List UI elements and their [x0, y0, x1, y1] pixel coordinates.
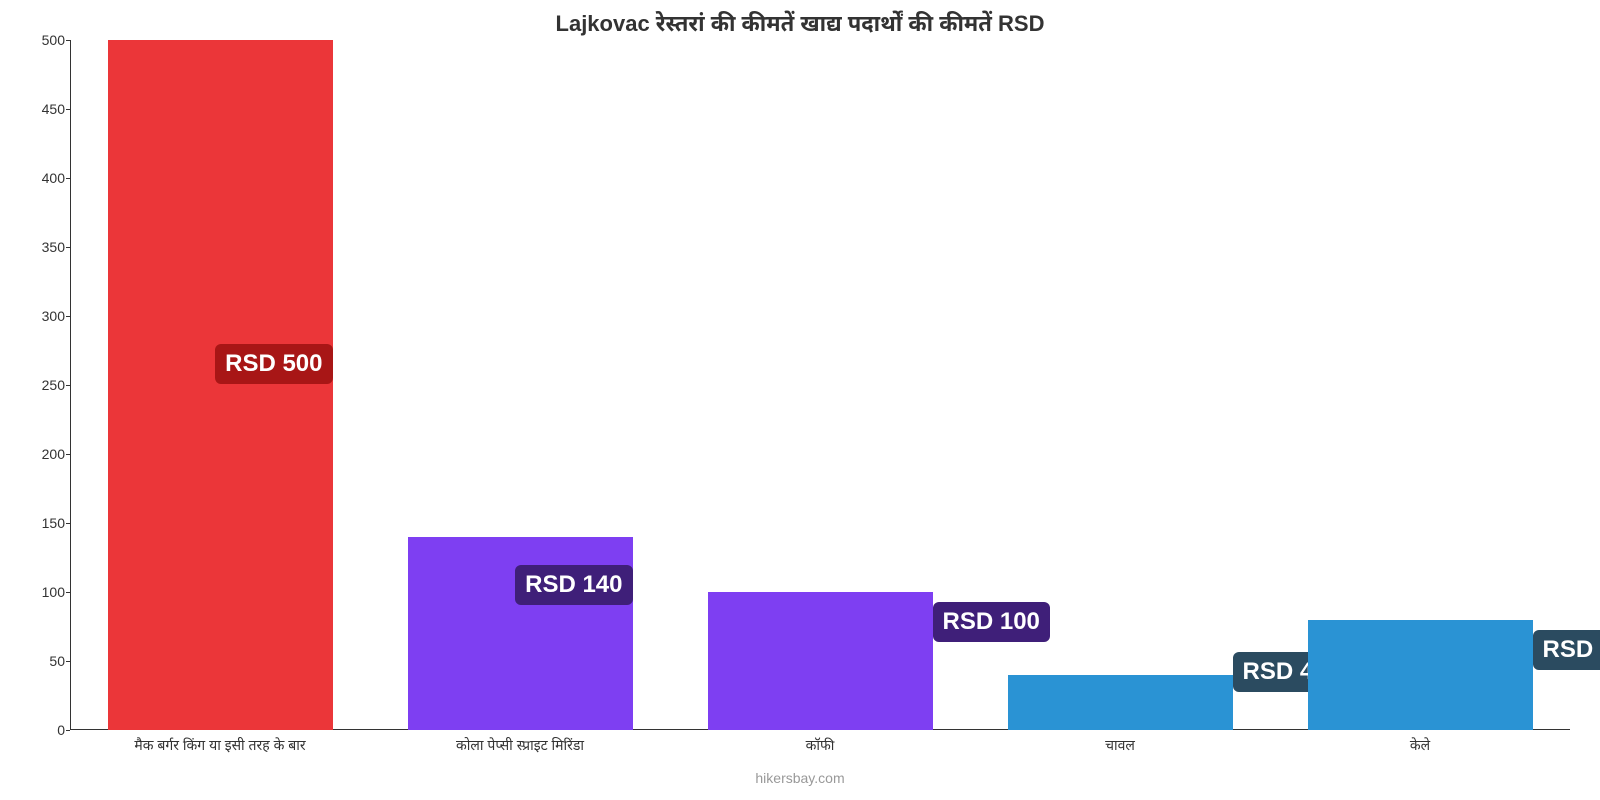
- bar-value-badge: RSD 140: [515, 565, 632, 605]
- y-tick-mark: [66, 40, 70, 41]
- y-tick-label: 350: [20, 239, 65, 255]
- x-axis-label: कॉफी: [806, 736, 835, 755]
- y-tick-mark: [66, 316, 70, 317]
- bar-value-badge: RSD 100: [933, 602, 1050, 642]
- y-tick-label: 300: [20, 308, 65, 324]
- bar: [1308, 620, 1533, 730]
- y-tick-mark: [66, 454, 70, 455]
- chart-title: Lajkovac रेस्तरां की कीमतें खाद्य पदार्थ…: [0, 8, 1600, 38]
- y-tick-label: 0: [20, 722, 65, 738]
- y-tick-mark: [66, 661, 70, 662]
- y-tick-label: 500: [20, 32, 65, 48]
- y-tick-label: 200: [20, 446, 65, 462]
- bar: [1008, 675, 1233, 730]
- chart-container: Lajkovac रेस्तरां की कीमतें खाद्य पदार्थ…: [0, 0, 1600, 800]
- x-axis-label: मैक बर्गर किंग या इसी तरह के बार: [134, 736, 305, 755]
- y-tick-mark: [66, 109, 70, 110]
- bar-value-badge: RSD 500: [215, 344, 332, 384]
- y-tick-mark: [66, 385, 70, 386]
- y-tick-label: 250: [20, 377, 65, 393]
- y-tick-label: 100: [20, 584, 65, 600]
- y-tick-label: 150: [20, 515, 65, 531]
- x-axis-label: कोला पेप्सी स्प्राइट मिरिंडा: [456, 736, 584, 755]
- attribution: hikersbay.com: [0, 770, 1600, 786]
- plot-area: 050100150200250300350400450500RSD 500मैक…: [70, 40, 1570, 730]
- bar: [108, 40, 333, 730]
- x-axis-label: केले: [1410, 736, 1430, 755]
- bar: [708, 592, 933, 730]
- y-tick-label: 50: [20, 653, 65, 669]
- y-tick-label: 450: [20, 101, 65, 117]
- y-tick-mark: [66, 523, 70, 524]
- y-tick-mark: [66, 730, 70, 731]
- y-tick-label: 400: [20, 170, 65, 186]
- x-axis-label: चावल: [1105, 736, 1135, 755]
- y-axis-line: [70, 40, 71, 730]
- y-tick-mark: [66, 592, 70, 593]
- y-tick-mark: [66, 247, 70, 248]
- y-tick-mark: [66, 178, 70, 179]
- bar-value-badge: RSD 80: [1533, 630, 1600, 670]
